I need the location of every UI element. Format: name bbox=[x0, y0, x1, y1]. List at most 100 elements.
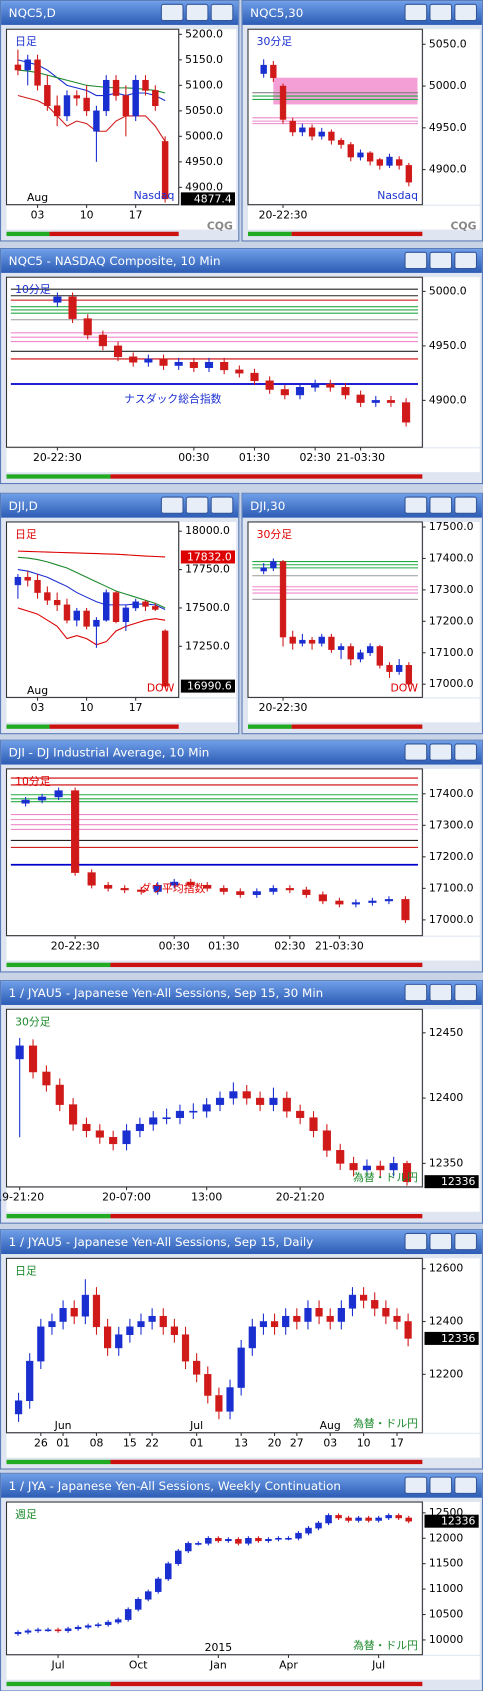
close-button[interactable] bbox=[454, 1476, 478, 1494]
candle-body bbox=[356, 394, 365, 403]
y-tick-label: 12000 bbox=[429, 1531, 464, 1544]
y-tick-label: 12350 bbox=[429, 1156, 464, 1169]
plot-area bbox=[5, 1501, 423, 1656]
maximize-button[interactable] bbox=[429, 743, 453, 761]
maximize-button[interactable] bbox=[429, 1476, 453, 1494]
candle-body bbox=[14, 1400, 23, 1415]
candle-body bbox=[357, 152, 364, 158]
candle-body bbox=[318, 894, 327, 902]
x-tick-label: 19-21:20 bbox=[0, 1191, 44, 1204]
minimize-button[interactable] bbox=[160, 496, 184, 514]
candle-body bbox=[295, 1532, 302, 1539]
title-bar bbox=[1, 249, 482, 273]
annotation: Nasdaq bbox=[134, 189, 175, 202]
status-strip bbox=[110, 1213, 423, 1219]
candle-body bbox=[219, 888, 228, 892]
candle-body bbox=[270, 64, 277, 78]
y-tick-label: 10000 bbox=[429, 1633, 464, 1646]
candle-body bbox=[402, 1163, 412, 1182]
minimize-button[interactable] bbox=[404, 1232, 428, 1251]
y-tick-label: 18000.0 bbox=[185, 524, 230, 537]
candle-body bbox=[289, 120, 296, 133]
minimize-button[interactable] bbox=[404, 3, 428, 22]
y-tick-label: 17000.0 bbox=[429, 677, 474, 690]
x-tick-label: 10 bbox=[80, 209, 94, 222]
minimize-button[interactable] bbox=[404, 983, 428, 1002]
minimize-button[interactable] bbox=[404, 1476, 428, 1494]
x-tick-label: 20-22:30 bbox=[51, 939, 100, 952]
maximize-button[interactable] bbox=[429, 251, 453, 270]
candle-body bbox=[202, 1104, 211, 1112]
y-tick-label: 12400 bbox=[429, 1315, 464, 1328]
minimize-button[interactable] bbox=[404, 496, 428, 514]
candle-body bbox=[405, 665, 413, 685]
price-tag bbox=[180, 550, 236, 564]
moving-average bbox=[17, 556, 166, 609]
candle-body bbox=[359, 1294, 368, 1301]
candle-body bbox=[348, 1294, 357, 1309]
candle-body bbox=[402, 402, 411, 423]
close-button[interactable] bbox=[454, 743, 478, 761]
candle-body bbox=[368, 900, 377, 903]
candle-body bbox=[122, 1130, 131, 1145]
maximize-button[interactable] bbox=[185, 496, 209, 514]
candle-body bbox=[28, 1045, 38, 1073]
y-tick-label: 17200.0 bbox=[429, 850, 474, 863]
close-button[interactable] bbox=[454, 1232, 478, 1251]
minimize-button[interactable] bbox=[160, 3, 184, 22]
close-button[interactable] bbox=[210, 3, 234, 22]
candle-body bbox=[152, 90, 159, 107]
title-bar bbox=[1, 740, 482, 765]
close-button[interactable] bbox=[454, 3, 478, 22]
candle-body bbox=[170, 881, 179, 886]
candle-body bbox=[328, 131, 335, 141]
y-tick-label: 11000 bbox=[429, 1582, 464, 1595]
minimize-button[interactable] bbox=[404, 743, 428, 761]
minimize-button[interactable] bbox=[404, 251, 428, 270]
candle-body bbox=[26, 1360, 34, 1402]
y-tick-label: 17100.0 bbox=[429, 646, 474, 659]
close-button[interactable] bbox=[210, 496, 234, 514]
status-strip bbox=[6, 724, 50, 729]
maximize-button[interactable] bbox=[429, 1232, 453, 1251]
maximize-button[interactable] bbox=[185, 3, 209, 22]
close-button[interactable] bbox=[454, 983, 478, 1002]
close-button[interactable] bbox=[454, 251, 478, 270]
x-tick-label: 00:30 bbox=[178, 451, 209, 464]
candle-body bbox=[59, 1308, 67, 1322]
candle-body bbox=[260, 64, 267, 74]
candle-body bbox=[142, 601, 149, 607]
price-tag bbox=[424, 1175, 479, 1189]
annotation: 10分足 bbox=[15, 283, 51, 296]
candle-body bbox=[114, 1619, 122, 1623]
y-tick-label: 17500.0 bbox=[185, 601, 230, 614]
candle-body bbox=[135, 1123, 144, 1132]
candle-body bbox=[404, 1321, 412, 1339]
x-tick-label: 20 bbox=[268, 1437, 282, 1450]
annotation: 日足 bbox=[15, 35, 37, 48]
candle-body bbox=[103, 592, 110, 621]
maximize-button[interactable] bbox=[429, 983, 453, 1002]
candle-body bbox=[328, 636, 335, 650]
candle-body bbox=[386, 400, 396, 403]
status-strip bbox=[110, 1681, 423, 1687]
maximize-button[interactable] bbox=[429, 496, 453, 514]
close-button[interactable] bbox=[454, 496, 478, 514]
candle-body bbox=[203, 884, 212, 889]
candle-body bbox=[235, 1539, 242, 1544]
candle-body bbox=[48, 1321, 56, 1328]
candle-body bbox=[235, 369, 244, 374]
candle-body bbox=[375, 1517, 382, 1521]
candle-body bbox=[275, 1537, 282, 1540]
candle-body bbox=[302, 889, 311, 895]
candle-body bbox=[109, 1137, 118, 1145]
x-tick-label: 10 bbox=[357, 1437, 371, 1450]
candle-body bbox=[382, 1308, 390, 1317]
candle-body bbox=[311, 383, 320, 388]
candle-body bbox=[44, 1629, 52, 1632]
status-strip bbox=[247, 231, 292, 237]
candle-body bbox=[55, 1084, 64, 1105]
maximize-button[interactable] bbox=[429, 3, 453, 22]
candle-body bbox=[126, 1326, 134, 1335]
candle-body bbox=[174, 361, 183, 366]
